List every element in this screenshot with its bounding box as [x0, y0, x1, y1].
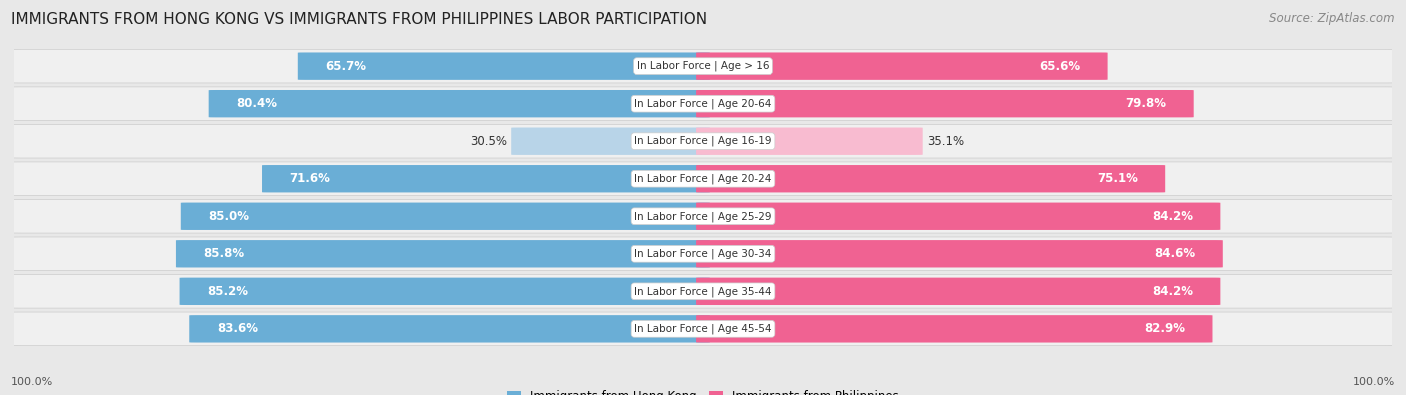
- FancyBboxPatch shape: [696, 165, 1166, 192]
- FancyBboxPatch shape: [696, 240, 1223, 267]
- FancyBboxPatch shape: [10, 124, 1396, 158]
- Text: 82.9%: 82.9%: [1144, 322, 1185, 335]
- FancyBboxPatch shape: [10, 275, 1396, 308]
- Text: In Labor Force | Age 20-64: In Labor Force | Age 20-64: [634, 98, 772, 109]
- Text: In Labor Force | Age 45-54: In Labor Force | Age 45-54: [634, 324, 772, 334]
- FancyBboxPatch shape: [10, 237, 1396, 271]
- Text: IMMIGRANTS FROM HONG KONG VS IMMIGRANTS FROM PHILIPPINES LABOR PARTICIPATION: IMMIGRANTS FROM HONG KONG VS IMMIGRANTS …: [11, 12, 707, 27]
- FancyBboxPatch shape: [208, 90, 710, 117]
- Text: In Labor Force | Age > 16: In Labor Force | Age > 16: [637, 61, 769, 71]
- Text: 85.0%: 85.0%: [208, 210, 249, 223]
- FancyBboxPatch shape: [10, 312, 1396, 346]
- Text: Source: ZipAtlas.com: Source: ZipAtlas.com: [1270, 12, 1395, 25]
- FancyBboxPatch shape: [262, 165, 710, 192]
- FancyBboxPatch shape: [181, 203, 710, 230]
- Text: In Labor Force | Age 20-24: In Labor Force | Age 20-24: [634, 173, 772, 184]
- Text: 65.6%: 65.6%: [1039, 60, 1080, 73]
- FancyBboxPatch shape: [696, 315, 1212, 342]
- Text: In Labor Force | Age 35-44: In Labor Force | Age 35-44: [634, 286, 772, 297]
- FancyBboxPatch shape: [298, 53, 710, 80]
- Text: 35.1%: 35.1%: [927, 135, 965, 148]
- FancyBboxPatch shape: [10, 199, 1396, 233]
- FancyBboxPatch shape: [696, 203, 1220, 230]
- Text: 79.8%: 79.8%: [1125, 97, 1166, 110]
- Text: 84.2%: 84.2%: [1152, 210, 1192, 223]
- FancyBboxPatch shape: [180, 278, 710, 305]
- Text: 83.6%: 83.6%: [217, 322, 257, 335]
- FancyBboxPatch shape: [10, 49, 1396, 83]
- Text: 65.7%: 65.7%: [325, 60, 367, 73]
- FancyBboxPatch shape: [696, 53, 1108, 80]
- Text: In Labor Force | Age 30-34: In Labor Force | Age 30-34: [634, 248, 772, 259]
- Text: 85.8%: 85.8%: [204, 247, 245, 260]
- FancyBboxPatch shape: [696, 278, 1220, 305]
- Text: 30.5%: 30.5%: [470, 135, 508, 148]
- FancyBboxPatch shape: [176, 240, 710, 267]
- Text: In Labor Force | Age 16-19: In Labor Force | Age 16-19: [634, 136, 772, 147]
- Text: 84.6%: 84.6%: [1154, 247, 1195, 260]
- Text: 85.2%: 85.2%: [207, 285, 247, 298]
- FancyBboxPatch shape: [512, 128, 710, 155]
- FancyBboxPatch shape: [696, 90, 1194, 117]
- Text: 75.1%: 75.1%: [1097, 172, 1137, 185]
- Text: 100.0%: 100.0%: [1353, 377, 1395, 387]
- Text: 84.2%: 84.2%: [1152, 285, 1192, 298]
- FancyBboxPatch shape: [190, 315, 710, 342]
- FancyBboxPatch shape: [10, 162, 1396, 196]
- Legend: Immigrants from Hong Kong, Immigrants from Philippines: Immigrants from Hong Kong, Immigrants fr…: [502, 385, 904, 395]
- FancyBboxPatch shape: [696, 128, 922, 155]
- Text: 71.6%: 71.6%: [290, 172, 330, 185]
- Text: 100.0%: 100.0%: [11, 377, 53, 387]
- FancyBboxPatch shape: [10, 87, 1396, 120]
- Text: 80.4%: 80.4%: [236, 97, 277, 110]
- Text: In Labor Force | Age 25-29: In Labor Force | Age 25-29: [634, 211, 772, 222]
